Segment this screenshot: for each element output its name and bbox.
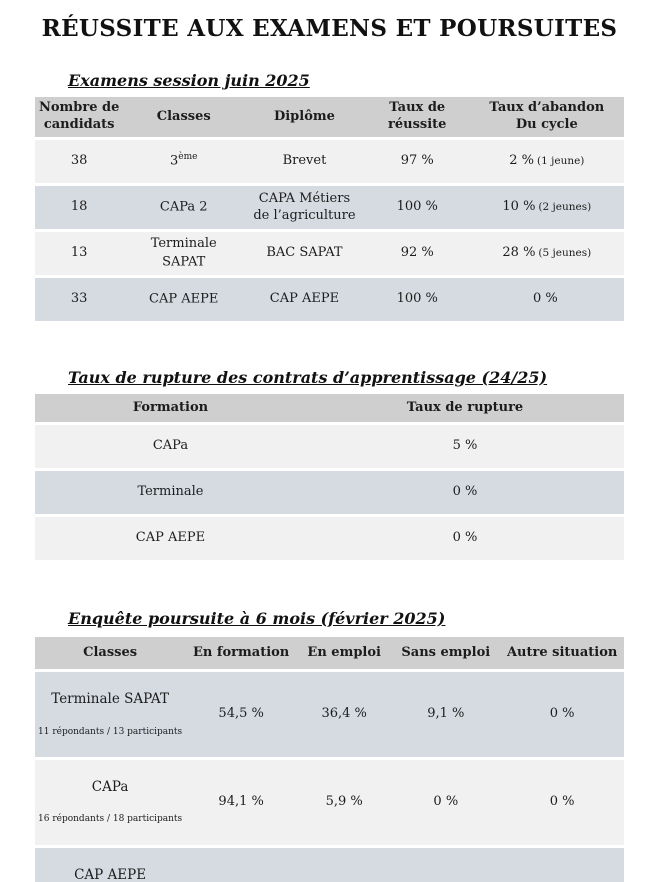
cell-reussite: 97 %	[364, 140, 470, 183]
cell-classe: 3ème	[123, 140, 245, 183]
cell-diplome: CAPA Métiers de l’agriculture	[244, 186, 365, 229]
cell-classe: CAPa 2	[123, 186, 245, 229]
cell-en-formation: 94,1 %	[185, 759, 298, 845]
exams-row: 18 CAPa 2 CAPA Métiers de l’agriculture …	[35, 186, 624, 229]
enquete-row: Terminale SAPAT 11 répondants / 13 parti…	[35, 672, 624, 757]
rupture-table: Formation Taux de rupture CAPa 5 % Termi…	[35, 391, 624, 563]
cell-taux: 0 %	[305, 471, 624, 514]
cell-classe: CAP AEPE Apprentissage 21 répondants / 2…	[35, 847, 186, 882]
abandon-value: 0 %	[532, 291, 558, 307]
section-heading-rupture: Taux de rupture des contrats d’apprentis…	[68, 368, 548, 387]
section-heading-enquete: Enquête poursuite à 6 mois (février 2025…	[68, 609, 446, 628]
cell-classe: CAPa 16 répondants / 18 participants	[35, 759, 186, 845]
cell-abandon: 0 %	[469, 278, 624, 321]
cell-autre-situation: 4,8 %	[500, 847, 624, 882]
enquete-col-sans-emploi: Sans emploi	[391, 637, 501, 669]
cell-reussite: 92 %	[364, 232, 470, 275]
exams-row: 38 3ème Brevet 97 % 2 % (1 jeune)	[35, 140, 624, 183]
cell-classe: Terminale SAPAT 11 répondants / 13 parti…	[35, 672, 186, 757]
abandon-note: (1 jeune)	[536, 155, 585, 168]
cell-en-formation: 14,3 %	[185, 847, 298, 882]
cell-candidates: 38	[35, 140, 124, 183]
enquete-row: CAP AEPE Apprentissage 21 répondants / 2…	[35, 847, 624, 882]
classe-label: CAPa	[91, 778, 129, 795]
cell-en-emploi: 5,9 %	[297, 759, 392, 845]
rupture-col-taux: Taux de rupture	[305, 394, 624, 422]
cell-reussite: 100 %	[364, 186, 470, 229]
cell-formation: CAPa	[35, 425, 306, 468]
cell-en-emploi: 71,4 %	[297, 847, 392, 882]
classe-label: Terminale SAPAT	[51, 690, 169, 707]
cell-formation: Terminale	[35, 471, 306, 514]
rupture-row: CAP AEPE 0 %	[35, 517, 624, 560]
exams-col-candidates: Nombre de candidats	[35, 97, 124, 137]
cell-sans-emploi: 0 %	[391, 759, 501, 845]
cell-sans-emploi: 9,5 %	[391, 847, 501, 882]
abandon-note: (2 jeunes)	[538, 201, 592, 214]
cell-abandon: 10 % (2 jeunes)	[469, 186, 624, 229]
enquete-row: CAPa 16 répondants / 18 participants 94,…	[35, 759, 624, 845]
cell-autre-situation: 0 %	[500, 759, 624, 845]
cell-autre-situation: 0 %	[500, 672, 624, 757]
classe-label: CAP AEPE	[74, 866, 147, 882]
section-heading-exams: Examens session juin 2025	[68, 71, 310, 90]
enquete-header-row: Classes En formation En emploi Sans empl…	[35, 637, 624, 669]
cell-sans-emploi: 9,1 %	[391, 672, 501, 757]
cell-abandon: 28 % (5 jeunes)	[469, 232, 624, 275]
classe-sup: ème	[178, 152, 198, 163]
enquete-col-formation: En formation	[185, 637, 298, 669]
cell-candidates: 33	[35, 278, 124, 321]
cell-en-formation: 54,5 %	[185, 672, 298, 757]
cell-diplome: Brevet	[244, 140, 365, 183]
exams-header-row: Nombre de candidats Classes Diplôme Taux…	[35, 97, 624, 137]
cell-diplome: BAC SAPAT	[244, 232, 365, 275]
cell-en-emploi: 36,4 %	[297, 672, 392, 757]
enquete-col-autre: Autre situation	[500, 637, 624, 669]
cell-taux: 5 %	[305, 425, 624, 468]
abandon-note: (5 jeunes)	[538, 247, 592, 260]
cell-classe: CAP AEPE	[123, 278, 245, 321]
cell-diplome: CAP AEPE	[244, 278, 365, 321]
classe-label: 3	[169, 153, 179, 169]
classe-label: CAPa 2	[159, 199, 208, 215]
cell-candidates: 13	[35, 232, 124, 275]
classe-subtext: 11 répondants / 13 participants	[38, 726, 183, 737]
exams-row: 33 CAP AEPE CAP AEPE 100 % 0 %	[35, 278, 624, 321]
abandon-value: 2 %	[509, 153, 534, 169]
enquete-table: Classes En formation En emploi Sans empl…	[35, 634, 624, 882]
cell-formation: CAP AEPE	[35, 517, 306, 560]
classe-label: CAP AEPE	[149, 291, 219, 307]
cell-reussite: 100 %	[364, 278, 470, 321]
rupture-row: CAPa 5 %	[35, 425, 624, 468]
cell-taux: 0 %	[305, 517, 624, 560]
exams-col-classes: Classes	[123, 97, 245, 137]
abandon-value: 10 %	[502, 199, 536, 215]
page-title: RÉUSSITE AUX EXAMENS ET POURSUITES	[41, 15, 618, 42]
enquete-col-classes: Classes	[35, 637, 186, 669]
cell-abandon: 2 % (1 jeune)	[469, 140, 624, 183]
rupture-header-row: Formation Taux de rupture	[35, 394, 624, 422]
classe-subtext: 16 répondants / 18 participants	[38, 814, 183, 825]
exams-col-reussite: Taux de réussite	[364, 97, 470, 137]
cell-classe: Terminale SAPAT	[123, 232, 245, 275]
exams-row: 13 Terminale SAPAT BAC SAPAT 92 % 28 % (5…	[35, 232, 624, 275]
exams-col-abandon: Taux d’abandon Du cycle	[469, 97, 624, 137]
exams-table: Nombre de candidats Classes Diplôme Taux…	[35, 94, 624, 324]
abandon-value: 28 %	[502, 245, 536, 261]
enquete-col-emploi: En emploi	[297, 637, 392, 669]
cell-candidates: 18	[35, 186, 124, 229]
rupture-col-formation: Formation	[35, 394, 306, 422]
classe-label: Terminale SAPAT	[150, 235, 217, 270]
exams-col-diplome: Diplôme	[244, 97, 365, 137]
rupture-row: Terminale 0 %	[35, 471, 624, 514]
